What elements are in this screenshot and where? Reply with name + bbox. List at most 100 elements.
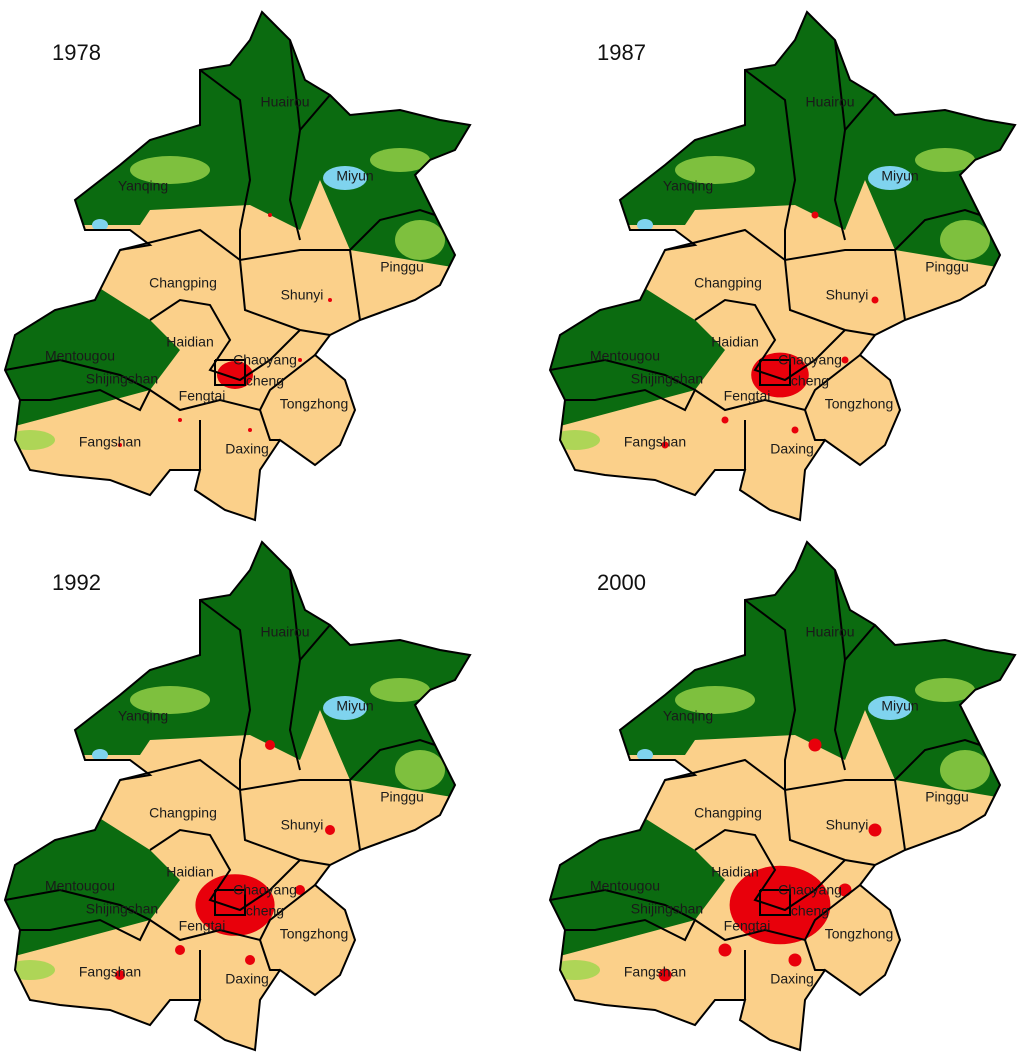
district-boundary (664, 758, 906, 851)
urban (658, 968, 672, 982)
district-boundary (299, 624, 331, 661)
district-label: cheng (791, 373, 829, 389)
reservoir (637, 749, 653, 761)
district-label: Changping (694, 275, 762, 291)
district-label: cheng (246, 903, 284, 919)
map-panel: 1992 Huairou Miyun Yanqing Pinggu Changping Sh… (3, 540, 472, 1052)
district-boundary (744, 69, 797, 260)
district-boundary (694, 354, 861, 412)
district-boundary (4, 888, 152, 942)
urban (175, 945, 185, 955)
district-label: Shijingshan (631, 901, 703, 917)
grassland (940, 750, 990, 790)
urban (265, 740, 275, 750)
year-label: 2000 (597, 570, 646, 595)
district-label: Fengtai (179, 388, 226, 404)
urban (268, 213, 272, 217)
district-label: Pinggu (925, 259, 969, 275)
urban (721, 416, 729, 424)
district-boundary (214, 889, 246, 916)
district-boundary (784, 259, 876, 336)
district-label: Miyun (881, 168, 918, 184)
district-label: Shijingshan (86, 901, 158, 917)
grassland (675, 686, 755, 714)
district-label: Haidian (166, 334, 213, 350)
district-label: Changping (149, 275, 217, 291)
district-boundary (349, 208, 436, 251)
district-label: Haidian (711, 334, 758, 350)
grassland (370, 678, 430, 702)
grassland (915, 148, 975, 172)
district-label: Fangshan (79, 434, 141, 450)
district-boundary (894, 208, 981, 251)
district-label: Miyun (881, 698, 918, 714)
urban (375, 855, 385, 865)
district-label: Huairou (805, 624, 854, 640)
district-boundary (549, 358, 697, 412)
district-label: Chaoyang (233, 882, 297, 898)
district-label: Pinggu (380, 259, 424, 275)
grassland (625, 130, 685, 150)
district-label: Miyun (336, 698, 373, 714)
district-label: Changping (149, 805, 217, 821)
district-boundary (744, 599, 797, 790)
district-label: cheng (791, 903, 829, 919)
map-panel: 1978 Huairou Miyun Yanqing Pinggu Changping Sh… (3, 10, 472, 522)
urban (295, 885, 305, 895)
district-label: Daxing (770, 971, 814, 987)
grassland (625, 660, 685, 680)
district-label: Tongzhong (280, 926, 349, 942)
district-label: Fangshan (624, 434, 686, 450)
district-boundary (199, 69, 252, 260)
district-boundary (349, 738, 436, 781)
urban (808, 738, 822, 752)
grassland (5, 430, 55, 450)
urban (729, 865, 831, 945)
district-label: Mentougou (45, 348, 115, 364)
district-label: Miyun (336, 168, 373, 184)
urban (245, 955, 255, 965)
urban (868, 823, 882, 837)
district-boundary (199, 599, 252, 790)
district-boundary (149, 298, 301, 382)
district-boundary (149, 884, 316, 942)
grassland (550, 960, 600, 980)
district-label: Daxing (770, 441, 814, 457)
district-label: Yanqing (118, 708, 168, 724)
district-label: Fangshan (79, 964, 141, 980)
reservoir (637, 219, 653, 231)
urban (115, 970, 125, 980)
district-boundary (119, 228, 361, 321)
district-boundary (804, 409, 825, 441)
urban (751, 352, 809, 398)
district-label: Shijingshan (86, 371, 158, 387)
district-label: Changping (694, 805, 762, 821)
district-boundary (694, 298, 846, 382)
urban (325, 825, 335, 835)
district-boundary (149, 828, 301, 912)
district-boundary (833, 569, 847, 771)
year-label: 1978 (52, 40, 101, 65)
district-label: Yanqing (118, 178, 168, 194)
district-boundary (119, 758, 361, 851)
year-label: 1992 (52, 570, 101, 595)
reservoir (868, 696, 912, 720)
district-label: cheng (246, 373, 284, 389)
district-boundary (694, 828, 846, 912)
district-label: Yanqing (663, 178, 713, 194)
district-boundary (299, 94, 331, 131)
district-label: Huairou (805, 94, 854, 110)
district-label: Huairou (260, 624, 309, 640)
boundary (3, 540, 472, 1052)
urban (871, 296, 879, 304)
map-panel: 2000 Huairou Miyun Yanqing Pinggu Changping Sh… (548, 540, 1017, 1052)
year-label: 1987 (597, 40, 646, 65)
district-boundary (844, 94, 876, 131)
urban (248, 428, 252, 432)
district-label: Haidian (166, 864, 213, 880)
map-panel: 1987 Huairou Miyun Yanqing Pinggu Changping Sh… (548, 10, 1017, 522)
urban (791, 426, 799, 434)
urban (328, 298, 332, 302)
district-label: Pinggu (925, 789, 969, 805)
district-label: Shunyi (281, 287, 324, 303)
